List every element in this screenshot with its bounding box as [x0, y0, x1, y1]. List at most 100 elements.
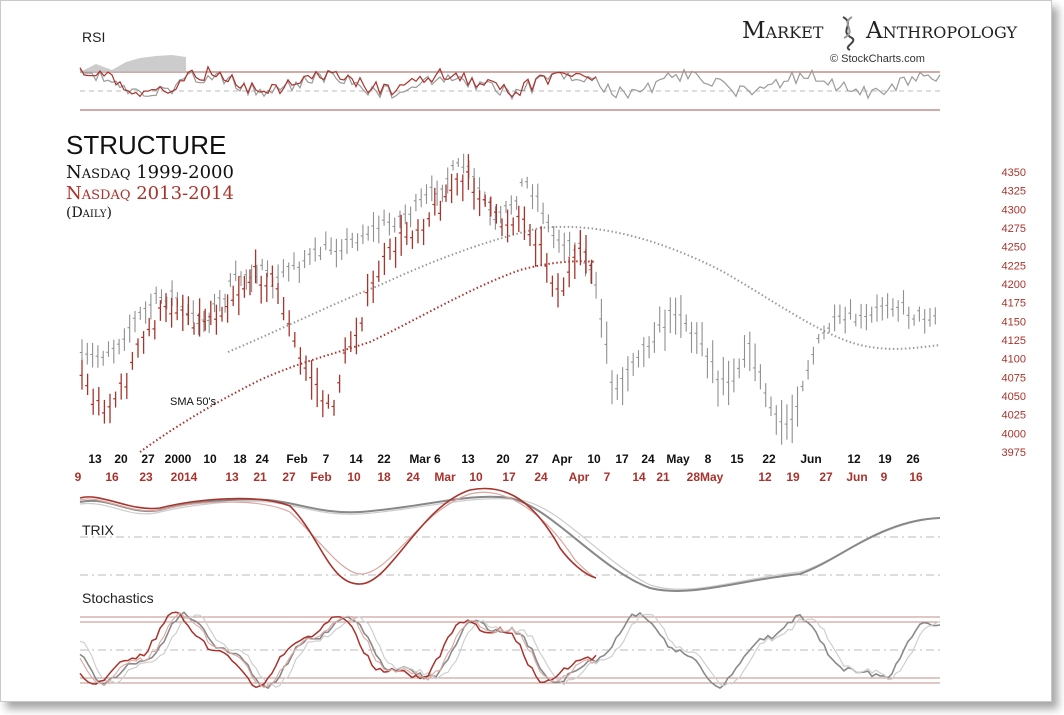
stochastics-panel [79, 611, 941, 690]
sma-label: SMA 50's [170, 396, 217, 408]
x-tick-label-2014: 21 [253, 470, 267, 484]
y-tick-label: 4075 [1002, 372, 1026, 384]
x-axis-2000: 13 20 27 2000 10 18 24 Feb 7 14 22 Mar 6 13 20 27 Apr 10… [88, 452, 920, 466]
rsi-panel [79, 55, 941, 111]
x-tick-label-2000: 7 [323, 452, 330, 466]
x-tick-label-2014: 12 [758, 470, 772, 484]
candles-2014 [79, 154, 593, 424]
x-tick-label-2000: Jun [800, 452, 821, 466]
x-tick-label-2014: 21 [656, 470, 670, 484]
x-tick-label-2000: 22 [762, 452, 776, 466]
x-tick-label-2000: 27 [525, 452, 539, 466]
sma-50-line-2014 [139, 260, 597, 453]
chart-frame [0, 0, 1052, 702]
x-tick-label-2014: Feb [310, 470, 331, 484]
y-tick-label: 4000 [1002, 428, 1026, 440]
x-tick-label-2000: 10 [203, 452, 217, 466]
stochastics-signal-2000 [79, 613, 941, 688]
y-tick-label: 3975 [1002, 447, 1026, 459]
dna-logo-icon [842, 16, 855, 51]
x-tick-label-2000: 18 [233, 452, 247, 466]
x-tick-label-2014: 10 [469, 470, 483, 484]
rsi-line-2014 [79, 65, 597, 98]
trix-signal-2014 [79, 491, 597, 579]
trix-line-2014 [79, 487, 597, 585]
stochastics-line-2014 [79, 611, 597, 689]
x-tick-label-2014: 27 [282, 470, 296, 484]
trix-label: TRIX [82, 522, 115, 538]
x-tick-label-2014: 2014 [171, 470, 198, 484]
x-tick-label-2014: 18 [377, 470, 391, 484]
y-tick-label: 4275 [1002, 223, 1026, 235]
brand-credit: © StockCharts.com [830, 53, 925, 65]
x-tick-label-2000: 12 [847, 452, 861, 466]
trix-line-2000 [79, 495, 941, 592]
title-daily: (Daily) [66, 205, 112, 221]
x-tick-label-2000: 10 [587, 452, 601, 466]
y-tick-label: 4325 [1002, 186, 1026, 198]
x-tick-label-2014: 9 [881, 470, 888, 484]
x-tick-label-2000: 15 [730, 452, 744, 466]
y-tick-label: 4200 [1002, 279, 1026, 291]
stochastics-signal-2014 [79, 612, 597, 689]
x-tick-label-2000: Feb [286, 452, 307, 466]
y-tick-label: 4350 [1002, 167, 1026, 179]
y-tick-label: 4050 [1002, 391, 1026, 403]
x-tick-label-2014: 27 [819, 470, 833, 484]
y-tick-label: 4150 [1002, 316, 1026, 328]
y-tick-label: 4175 [1002, 298, 1026, 310]
x-tick-label-2000: 27 [141, 452, 155, 466]
x-tick-label-2000: 24 [641, 452, 655, 466]
x-tick-label-2000: 17 [615, 452, 629, 466]
brand-left: Market [742, 18, 824, 44]
x-tick-label-2000: Apr [552, 452, 573, 466]
x-axis-2014: 9 16 23 2014 13 21 27 Feb 10 18 24 Mar 10 17 24 Apr 7 14 2… [75, 470, 923, 484]
x-tick-label-2000: Mar 6 [409, 452, 441, 466]
x-tick-label-2014: Apr [569, 470, 590, 484]
brand-right: Anthropology [865, 18, 1018, 44]
y-tick-label: 4250 [1002, 242, 1026, 254]
x-tick-label-2000: 13 [461, 452, 475, 466]
x-tick-label-2014: 16 [909, 470, 923, 484]
main-title: STRUCTURE [66, 130, 226, 160]
y-tick-label: 4300 [1002, 204, 1026, 216]
x-tick-label-2014: 19 [786, 470, 800, 484]
x-tick-label-2000: 13 [88, 452, 102, 466]
y-axis: 4350 4325 4300 4275 4250 4225 4200 4175 4150 4125… [1002, 167, 1026, 459]
x-tick-label-2014: 7 [604, 470, 611, 484]
y-tick-label: 4225 [1002, 260, 1026, 272]
x-tick-label-2000: May [666, 452, 690, 466]
x-tick-label-2014: Jun [846, 470, 867, 484]
y-tick-label: 4025 [1002, 410, 1026, 422]
title-nasdaq-2014: Nasdaq 2013-2014 [66, 183, 234, 204]
x-tick-label-2000: 19 [878, 452, 892, 466]
x-tick-label-2000: 14 [349, 452, 363, 466]
x-tick-label-2014: 17 [502, 470, 516, 484]
y-tick-label: 4100 [1002, 354, 1026, 366]
sma-layer [139, 225, 941, 453]
trix-panel [79, 487, 941, 592]
x-tick-label-2000: 22 [377, 452, 391, 466]
x-tick-label-2000: 20 [114, 452, 128, 466]
x-tick-label-2014: Mar [434, 470, 456, 484]
x-tick-label-2014: 16 [105, 470, 119, 484]
x-tick-label-2014: 14 [632, 470, 646, 484]
x-tick-label-2014: 9 [75, 470, 82, 484]
x-tick-label-2014: 23 [139, 470, 153, 484]
x-tick-label-2014: 10 [347, 470, 361, 484]
x-tick-label-2000: 2000 [165, 452, 192, 466]
y-tick-label: 4125 [1002, 335, 1026, 347]
x-tick-label-2000: 24 [255, 452, 269, 466]
rsi-label: RSI [82, 29, 105, 45]
x-tick-label-2014: 13 [225, 470, 239, 484]
x-tick-label-2000: 26 [906, 452, 920, 466]
sma-50-line-2000 [227, 225, 941, 353]
title-nasdaq-2000: Nasdaq 1999-2000 [66, 162, 234, 183]
x-tick-label-2000: 20 [496, 452, 510, 466]
stochastics-label: Stochastics [82, 590, 154, 606]
x-tick-label-2014: 24 [406, 470, 420, 484]
x-tick-label-2000: 8 [705, 452, 712, 466]
x-tick-label-2014: 28May [687, 470, 724, 484]
x-tick-label-2014: 24 [534, 470, 548, 484]
